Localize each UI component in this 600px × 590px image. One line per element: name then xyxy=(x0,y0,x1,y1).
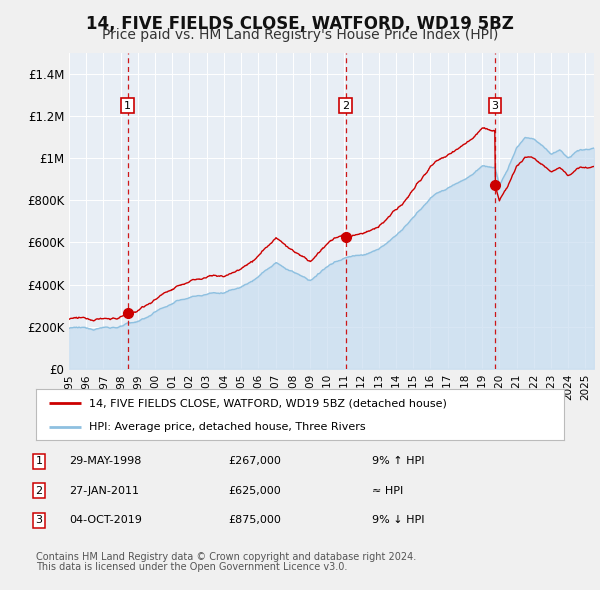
Text: 1: 1 xyxy=(124,101,131,111)
Text: 2: 2 xyxy=(342,101,349,111)
Text: £267,000: £267,000 xyxy=(228,457,281,466)
Text: 27-JAN-2011: 27-JAN-2011 xyxy=(69,486,139,496)
Text: 3: 3 xyxy=(35,516,43,525)
Text: 3: 3 xyxy=(491,101,499,111)
Text: 29-MAY-1998: 29-MAY-1998 xyxy=(69,457,142,466)
Text: ≈ HPI: ≈ HPI xyxy=(372,486,403,496)
Text: 14, FIVE FIELDS CLOSE, WATFORD, WD19 5BZ (detached house): 14, FIVE FIELDS CLOSE, WATFORD, WD19 5BZ… xyxy=(89,398,446,408)
Text: 2: 2 xyxy=(35,486,43,496)
Text: 9% ↓ HPI: 9% ↓ HPI xyxy=(372,516,425,525)
Text: £625,000: £625,000 xyxy=(228,486,281,496)
Text: 9% ↑ HPI: 9% ↑ HPI xyxy=(372,457,425,466)
Text: This data is licensed under the Open Government Licence v3.0.: This data is licensed under the Open Gov… xyxy=(36,562,347,572)
Text: 14, FIVE FIELDS CLOSE, WATFORD, WD19 5BZ: 14, FIVE FIELDS CLOSE, WATFORD, WD19 5BZ xyxy=(86,15,514,33)
Text: £875,000: £875,000 xyxy=(228,516,281,525)
Text: HPI: Average price, detached house, Three Rivers: HPI: Average price, detached house, Thre… xyxy=(89,422,365,432)
Text: Contains HM Land Registry data © Crown copyright and database right 2024.: Contains HM Land Registry data © Crown c… xyxy=(36,552,416,562)
Text: Price paid vs. HM Land Registry's House Price Index (HPI): Price paid vs. HM Land Registry's House … xyxy=(102,28,498,42)
Text: 04-OCT-2019: 04-OCT-2019 xyxy=(69,516,142,525)
Text: 1: 1 xyxy=(35,457,43,466)
